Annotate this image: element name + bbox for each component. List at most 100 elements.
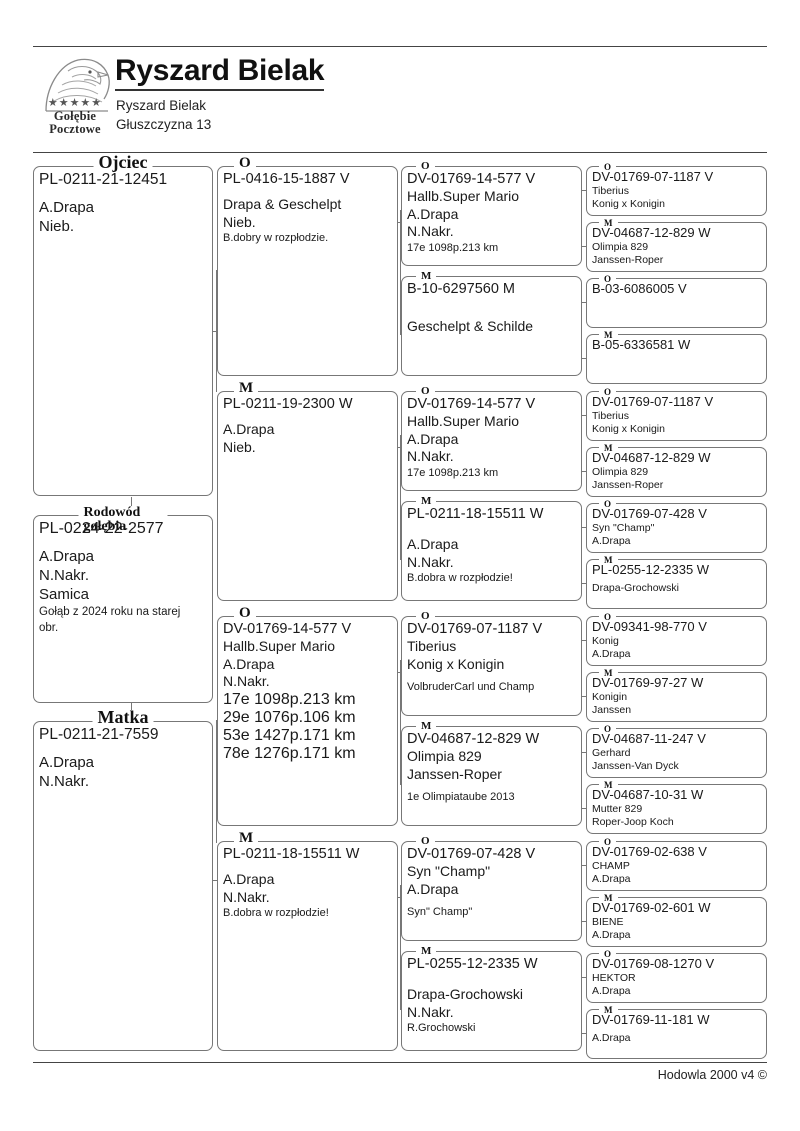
owner: A.Drapa: [223, 655, 275, 672]
box-legend: O: [416, 834, 435, 848]
pedigree-box-gen4-13[interactable]: M DV-01769-02-601 W BIENE A.Drapa: [586, 891, 767, 947]
connector-branch: [400, 210, 402, 335]
pedigree-box-gen4-10[interactable]: O DV-04687-11-247 V Gerhard Janssen-Van …: [586, 722, 767, 778]
strain-name: Syn "Champ": [592, 521, 655, 534]
owner-name: Ryszard Bielak: [116, 98, 207, 113]
ring-number: DV-04687-12-829 W: [592, 225, 711, 240]
ring-number: DV-01769-07-1187 V: [592, 394, 714, 409]
owner: A.Drapa: [407, 430, 459, 447]
note: Syn" Champ": [407, 906, 473, 918]
ring-number: PL-0416-15-1887 V: [223, 171, 350, 187]
pedigree-box-gen4-6[interactable]: O DV-01769-07-428 V Syn "Champ" A.Drapa: [586, 497, 767, 553]
pedigree-box-gen4-7[interactable]: M PL-0255-12-2335 W Drapa-Grochowski: [586, 553, 767, 609]
box-legend: O: [599, 272, 617, 286]
pedigree-box-gen4-11[interactable]: M DV-04687-10-31 W Mutter 829 Roper-Joop…: [586, 778, 767, 834]
box-legend: M: [599, 216, 618, 230]
pedigree-box-gen3-7[interactable]: M PL-0255-12-2335 W Drapa-Grochowski N.N…: [401, 944, 582, 1051]
note: 1e Olimpiataube 2013: [407, 791, 515, 803]
pedigree-box-gen3-6[interactable]: O DV-01769-07-428 V Syn "Champ" A.Drapa …: [401, 834, 582, 941]
box-legend: O: [234, 156, 256, 171]
pedigree-box-gen3-5[interactable]: M DV-04687-12-829 W Olimpia 829 Janssen-…: [401, 719, 582, 826]
note: B.dobra w rozpłodzie!: [407, 572, 513, 584]
parents: Konig x Konigin: [407, 655, 505, 672]
box-legend: O: [599, 947, 617, 961]
logo-line-2: Pocztowe: [49, 121, 101, 136]
footer-divider: [33, 1062, 767, 1063]
owner: Janssen-Roper: [407, 765, 502, 782]
owner: Janssen-Roper: [592, 253, 664, 266]
box-legend: O: [599, 160, 617, 174]
box-legend: M: [599, 328, 618, 342]
box-legend: M: [599, 1003, 618, 1017]
pedigree-box-gen4-9[interactable]: M DV-01769-97-27 W Konigin Janssen: [586, 666, 767, 722]
ring-number: PL-0211-21-12451: [39, 171, 168, 188]
box-legend: M: [599, 666, 618, 680]
note-line-1: Gołąb z 2024 roku na starej: [39, 606, 181, 618]
race-result: 53e 1427p.171 km: [223, 726, 356, 744]
pedigree-box-gen4-8[interactable]: O DV-09341-98-770 V Konig A.Drapa: [586, 610, 767, 666]
pedigree-box-gen2-1[interactable]: M PL-0211-19-2300 W A.Drapa Nieb.: [217, 381, 398, 601]
owner: Drapa-Grochowski: [407, 986, 523, 1002]
pedigree-box-gen4-14[interactable]: O DV-01769-08-1270 V HEKTOR A.Drapa: [586, 947, 767, 1003]
note: R.Grochowski: [407, 1022, 476, 1034]
owner-block: Ryszard Bielak Głuszczyzna 13: [116, 96, 211, 134]
ring-number: DV-01769-14-577 V: [223, 621, 352, 637]
pedigree-box-mother[interactable]: Matka PL-0211-21-7559 A.Drapa N.Nakr.: [33, 708, 213, 1051]
pedigree-box-gen4-3[interactable]: M B-05-6336581 W: [586, 328, 767, 384]
pedigree-box-gen3-0[interactable]: O DV-01769-14-577 V Hallb.Super Mario A.…: [401, 159, 582, 266]
owner: A.Drapa: [39, 199, 95, 216]
pedigree-box-gen4-5[interactable]: M DV-04687-12-829 W Olimpia 829 Janssen-…: [586, 441, 767, 497]
strain-name: Gerhard: [592, 746, 631, 759]
ring-number: PL-0211-19-2300 W: [223, 396, 353, 412]
logo-wordmark: Gołębie Pocztowe: [33, 110, 117, 135]
pedigree-box-gen2-3[interactable]: M PL-0211-18-15511 W A.Drapa N.Nakr. B.d…: [217, 831, 398, 1051]
strain-name: Mutter 829: [592, 802, 643, 815]
note: B.dobry w rozpłodzie.: [223, 232, 329, 244]
owner: A.Drapa: [592, 928, 631, 941]
breeder: N.Nakr.: [407, 448, 454, 464]
pedigree-box-gen3-2[interactable]: O DV-01769-14-577 V Hallb.Super Mario A.…: [401, 384, 582, 491]
ring-number: PL-0255-12-2335 W: [592, 562, 710, 577]
ring-number: DV-01769-07-428 V: [407, 846, 536, 862]
race-result: 29e 1076p.106 km: [223, 708, 356, 726]
ring-number: DV-01769-07-1187 V: [592, 169, 714, 184]
pedigree-box-gen3-1[interactable]: M B-10-6297560 M Geschelpt & Schilde: [401, 269, 582, 376]
strain-name: A.Drapa: [223, 421, 275, 437]
owner: A.Drapa: [223, 871, 275, 887]
strain-name: Tiberius: [592, 409, 629, 422]
pedigree-box-gen4-4[interactable]: O DV-01769-07-1187 V Tiberius Konig x Ko…: [586, 385, 767, 441]
box-legend: O: [234, 606, 256, 621]
pedigree-box-gen4-0[interactable]: O DV-01769-07-1187 V Tiberius Konig x Ko…: [586, 160, 767, 216]
ring-number: DV-01769-02-601 W: [592, 900, 711, 915]
logo-line-1: Gołębie: [53, 109, 97, 123]
color: Nieb.: [223, 438, 256, 455]
box-legend: O: [599, 835, 617, 849]
owner: Roper-Joop Koch: [592, 815, 674, 828]
breeder: N.Nakr.: [223, 673, 270, 689]
ring-number: DV-01769-14-577 V: [407, 171, 536, 187]
pedigree-box-gen3-3[interactable]: M PL-0211-18-15511 W A.Drapa N.Nakr. B.d…: [401, 494, 582, 601]
pedigree-box-father[interactable]: Ojciec PL-0211-21-12451 A.Drapa Nieb.: [33, 153, 213, 496]
connector-branch: [216, 720, 218, 843]
color: Nieb.: [39, 218, 75, 235]
header-divider: [33, 152, 767, 153]
pedigree-box-gen4-12[interactable]: O DV-01769-02-638 V CHAMP A.Drapa: [586, 835, 767, 891]
pedigree-box-gen4-15[interactable]: M DV-01769-11-181 W A.Drapa: [586, 1003, 767, 1059]
ring-number: B-10-6297560 M: [407, 281, 516, 297]
note-line-2: obr.: [39, 622, 59, 634]
note: 17e 1098p.213 km: [407, 241, 499, 254]
pedigree-box-gen4-2[interactable]: O B-03-6086005 V: [586, 272, 767, 328]
strain-name: HEKTOR: [592, 971, 636, 984]
pedigree-box-gen3-4[interactable]: O DV-01769-07-1187 V Tiberius Konig x Ko…: [401, 609, 582, 716]
ring-number: PL-0255-12-2335 W: [407, 956, 538, 972]
pedigree-box-gen4-1[interactable]: M DV-04687-12-829 W Olimpia 829 Janssen-…: [586, 216, 767, 272]
pedigree-box-gen2-2[interactable]: O DV-01769-14-577 V Hallb.Super Mario A.…: [217, 606, 398, 826]
box-legend: M: [599, 891, 618, 905]
pedigree-box-gen2-0[interactable]: O PL-0416-15-1887 V Drapa & Geschelpt Ni…: [217, 156, 398, 376]
box-legend: O: [599, 610, 617, 624]
ring-number: DV-01769-08-1270 V: [592, 956, 715, 971]
race-result: 17e 1098p.213 km: [223, 690, 356, 708]
pedigree-box-subject[interactable]: Rodowód gołębia PL-0224-22-2577 A.Drapa …: [33, 506, 213, 703]
box-legend: O: [599, 385, 617, 399]
box-legend: M: [416, 269, 437, 283]
